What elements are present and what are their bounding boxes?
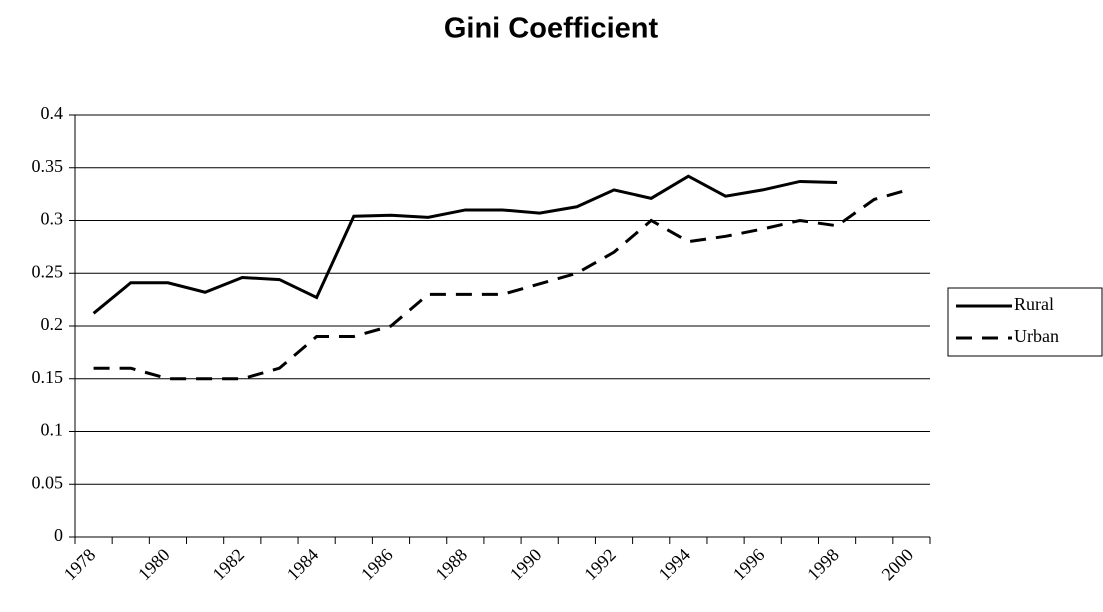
y-tick-label: 0.2 xyxy=(41,314,64,334)
x-tick-label: 1998 xyxy=(803,545,843,585)
legend-label: Rural xyxy=(1014,294,1054,314)
y-tick-label: 0.25 xyxy=(32,261,64,281)
y-tick-label: 0.1 xyxy=(41,420,64,440)
x-tick-label: 1984 xyxy=(283,545,323,585)
x-tick-label: 1986 xyxy=(357,545,397,585)
legend-box xyxy=(947,287,1103,357)
x-tick-label: 1996 xyxy=(729,545,769,585)
x-tick-label: 2000 xyxy=(878,545,918,585)
y-tick-label: 0.3 xyxy=(41,209,64,229)
x-tick-label: 1992 xyxy=(580,545,620,585)
x-tick-label: 1990 xyxy=(506,545,546,585)
y-tick-label: 0 xyxy=(54,525,63,545)
line-series xyxy=(93,187,912,381)
x-tick-label: 1994 xyxy=(655,545,695,585)
chart-title: Gini Coefficient xyxy=(444,13,659,45)
x-tick-label: 1980 xyxy=(134,545,174,585)
y-tick-label: 0.4 xyxy=(41,103,64,123)
x-tick-label: 1978 xyxy=(60,545,100,585)
y-tick-label: 0.35 xyxy=(32,156,64,176)
y-tick-label: 0.05 xyxy=(32,472,64,492)
legend-label: Urban xyxy=(1014,326,1059,346)
x-tick-label: 1982 xyxy=(208,545,248,585)
x-tick-label: 1988 xyxy=(431,545,471,585)
line-series xyxy=(92,174,838,315)
y-tick-label: 0.15 xyxy=(32,367,64,387)
